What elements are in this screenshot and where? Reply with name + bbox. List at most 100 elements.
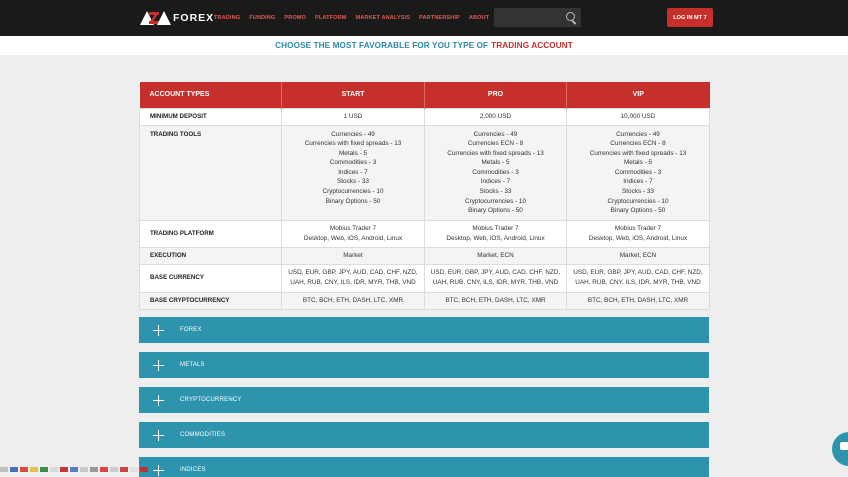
nav-item-about[interactable]: ABOUT (468, 15, 490, 21)
cell-line: Metals - 5 (481, 159, 510, 167)
accordion-label: COMMODITIES (180, 432, 226, 438)
cell-line: Binary Options - 50 (325, 197, 381, 205)
language-flag-icon[interactable] (30, 466, 38, 472)
accordion-commodities[interactable]: COMMODITIES (139, 422, 709, 448)
cell-line: USD, EUR, GBP, JPY, AUD, CAD, CHF, NZD, (573, 269, 703, 277)
cell-line: Stocks - 33 (337, 178, 369, 186)
nav-item-promo[interactable]: PROMO (284, 15, 307, 21)
cell-line: UAH, RUB, CNY, ILS, IDR, MYR, THB, VND (290, 279, 416, 286)
column-header-account-types: ACCOUNT TYPES (139, 82, 282, 108)
cell-line: Cryptocurrencies - 10 (607, 197, 669, 205)
cell-line: Stocks - 33 (479, 188, 512, 196)
accordion-label: INDICES (180, 467, 206, 473)
table-cell: 2,000 USD (424, 107, 567, 126)
page-title-highlight: TRADING ACCOUNT (491, 41, 573, 50)
table-cell: Market (281, 246, 425, 265)
language-flag-icon[interactable] (40, 466, 48, 472)
plus-icon[interactable] (153, 464, 164, 476)
site-logo[interactable]: FOREX (140, 11, 214, 25)
table-row: MINIMUM DEPOSIT 1 USD 2,000 USD 10,000 U… (139, 107, 710, 126)
cell-line: Commodities - 3 (614, 168, 662, 176)
language-selector (0, 465, 150, 473)
cell-line: UAH, RUB, CNY, ILS, IDR, MYR, THB, VND (432, 279, 559, 286)
plus-icon[interactable] (153, 429, 164, 441)
row-label-base-currency: BASE CURRENCY (139, 263, 282, 293)
language-flag-icon[interactable] (120, 466, 128, 472)
column-header-start: START (281, 82, 425, 108)
table-cell: Mobius Trader 7 Desktop, Web, iOS, Androi… (566, 219, 710, 248)
page-title-prefix: CHOOSE THE MOST FAVORABLE FOR YOU TYPE O… (275, 41, 489, 50)
language-flag-icon[interactable] (80, 466, 88, 472)
language-flag-icon[interactable] (100, 466, 108, 472)
cell-line: Commodities - 3 (472, 168, 519, 176)
nav-item-funding[interactable]: FUNDING (249, 15, 276, 21)
cell-line: Desktop, Web, iOS, Android, Linux (588, 234, 688, 242)
language-flag-icon[interactable] (140, 466, 148, 472)
plus-icon[interactable] (153, 324, 164, 336)
nav-item-partnership[interactable]: PARTNERSHIP (419, 15, 460, 21)
cell-line: Indices - 7 (480, 178, 511, 186)
cell-line: Currencies with fixed spreads - 13 (589, 149, 687, 157)
cell-line: Currencies - 49 (331, 130, 375, 138)
accordion-label: METALS (180, 362, 205, 368)
table-cell: BTC, BCH, ETH, DASH, LTC, XMR (281, 291, 425, 310)
language-flag-icon[interactable] (10, 466, 18, 472)
table-cell: Currencies - 49 Currencies ECN - 8 Currenc… (566, 124, 710, 221)
nav-item-market-analysis[interactable]: MARKET ANALYSIS (355, 15, 411, 21)
cell-line: Currencies with fixed spreads - 13 (304, 140, 402, 148)
row-label-minimum-deposit: MINIMUM DEPOSIT (139, 107, 282, 126)
accordion-cryptocurrency[interactable]: CRYPTOCURRENCY (139, 387, 709, 413)
plus-icon[interactable] (153, 359, 164, 371)
cell-line: Mobius Trader 7 (472, 224, 519, 232)
cell-line: Mobius Trader 7 (329, 224, 377, 232)
cell-line: USD, EUR, GBP, JPY, AUD, CAD, CHF, NZD, (430, 269, 561, 277)
column-header-vip: VIP (566, 82, 710, 108)
table-cell: USD, EUR, GBP, JPY, AUD, CAD, CHF, NZD, U… (424, 263, 567, 293)
cell-line: UAH, RUB, CNY, ILS, IDR, MYR, THB, VND (575, 279, 701, 286)
table-cell: Currencies - 49 Currencies ECN - 8 Currenc… (424, 124, 567, 221)
cell-line: Currencies - 49 (616, 130, 660, 138)
table-row: TRADING TOOLS Currencies - 49 Currencies … (139, 124, 710, 221)
table-cell: Market, ECN (424, 246, 567, 265)
chat-icon (840, 442, 848, 450)
language-flag-icon[interactable] (90, 466, 98, 472)
logo-mark-icon (140, 11, 171, 25)
nav-item-trading[interactable]: TRADING (214, 15, 241, 21)
language-flag-icon[interactable] (20, 466, 28, 472)
cell-line: Desktop, Web, iOS, Android, Linux (303, 234, 403, 242)
login-button[interactable]: LOG IN MT 7 (667, 8, 713, 27)
table-row: EXECUTION Market Market, ECN Market, ECN (139, 246, 710, 265)
logo-text: FOREX (173, 12, 215, 24)
table-cell: 1 USD (281, 107, 425, 126)
column-header-pro: PRO (424, 82, 567, 108)
table-cell: Currencies - 49 Currencies with fixed spr… (281, 124, 425, 221)
cell-line: Indices - 7 (338, 168, 368, 176)
language-flag-icon[interactable] (70, 466, 78, 472)
chat-widget-button[interactable] (832, 432, 848, 466)
language-flag-icon[interactable] (110, 466, 118, 472)
accordion-indices[interactable]: INDICES (139, 457, 709, 477)
language-flag-icon[interactable] (0, 466, 8, 472)
plus-icon[interactable] (153, 394, 164, 406)
row-label-execution: EXECUTION (139, 246, 282, 265)
nav-item-platform[interactable]: PLATFORM (315, 15, 347, 21)
table-cell: Mobius Trader 7 Desktop, Web, iOS, Androi… (424, 219, 567, 248)
cell-line: Mobius Trader 7 (614, 224, 662, 232)
table-cell: BTC, BCH, ETH, DASH, LTC, XMR (424, 291, 567, 310)
table-row: BASE CURRENCY USD, EUR, GBP, JPY, AUD, C… (139, 263, 710, 293)
main-nav: TRADING FUNDING PROMO PLATFORM MARKET AN… (214, 0, 498, 36)
cell-line: Currencies ECN - 8 (610, 140, 666, 148)
row-label-trading-tools: TRADING TOOLS (139, 124, 282, 221)
cell-line: Currencies ECN - 8 (467, 140, 524, 148)
language-flag-icon[interactable] (60, 466, 68, 472)
account-types-table: ACCOUNT TYPES START PRO VIP MINIMUM DEPO… (139, 82, 710, 310)
language-flag-icon[interactable] (130, 466, 138, 472)
language-flag-icon[interactable] (50, 466, 58, 472)
table-cell: USD, EUR, GBP, JPY, AUD, CAD, CHF, NZD, U… (281, 263, 425, 293)
search-input[interactable] (494, 8, 581, 27)
accordion-label: CRYPTOCURRENCY (180, 397, 242, 403)
accordion-forex[interactable]: FOREX (139, 317, 709, 343)
accordion-metals[interactable]: METALS (139, 352, 709, 378)
search-icon[interactable] (566, 12, 575, 21)
table-cell: USD, EUR, GBP, JPY, AUD, CAD, CHF, NZD, U… (566, 263, 710, 293)
